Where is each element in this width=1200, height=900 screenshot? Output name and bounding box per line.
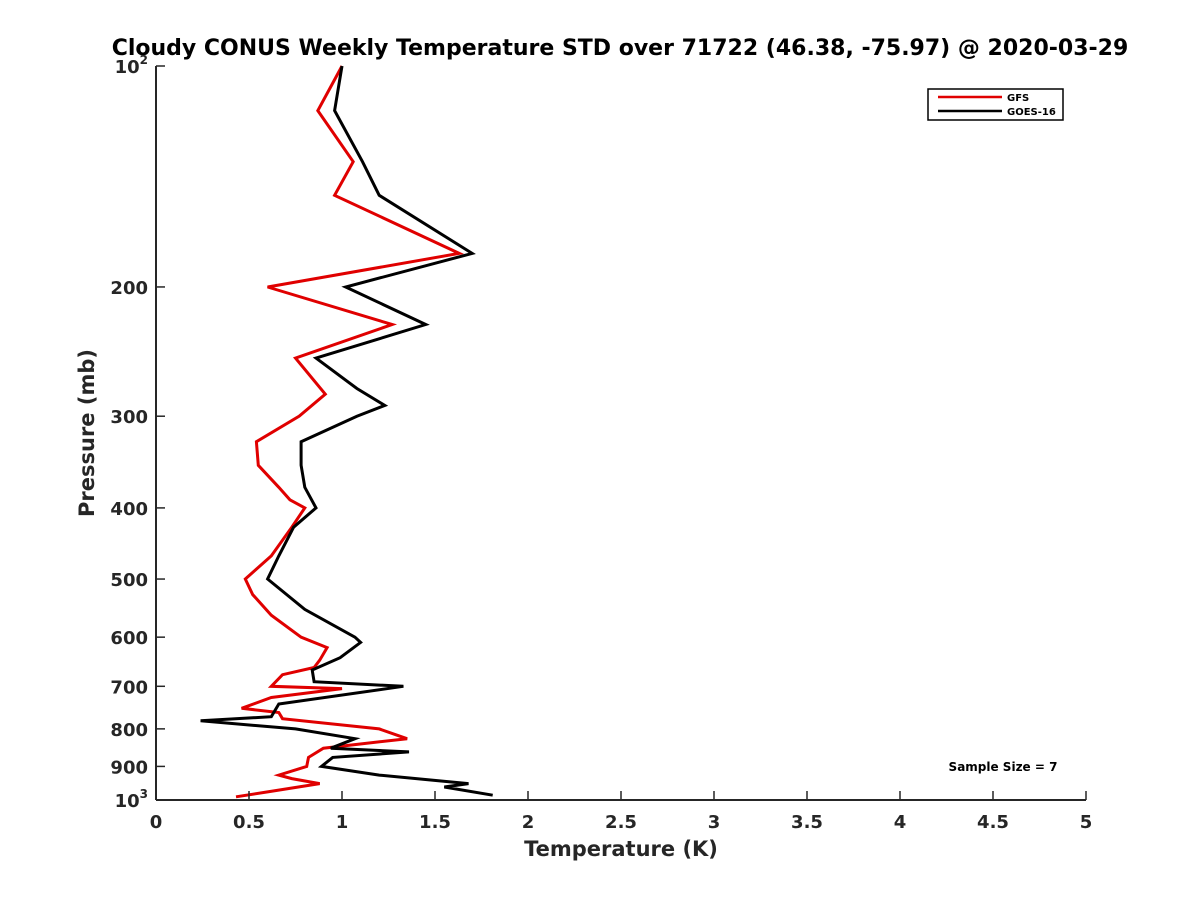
- x-ticks: 0 0.5 1 1.5 2 2.5 3 3.5 4 4.5 5: [150, 791, 1093, 833]
- x-tick-label: 1.5: [419, 812, 451, 833]
- y-tick-label: 300: [110, 407, 148, 428]
- legend: GFS GOES-16: [927, 88, 1064, 121]
- x-tick-label: 0.5: [233, 812, 265, 833]
- x-tick-label: 2.5: [605, 812, 637, 833]
- chart-title: Cloudy CONUS Weekly Temperature STD over…: [112, 36, 1129, 61]
- series-group: [200, 65, 493, 799]
- x-tick-label: 0: [150, 812, 163, 833]
- x-tick-label: 5: [1080, 812, 1093, 833]
- y-tick-label: 500: [110, 570, 148, 591]
- y-tick-label: 200: [110, 278, 148, 299]
- x-tick-label: 1: [336, 812, 349, 833]
- y-tick-label: 600: [110, 628, 148, 649]
- x-tick-label: 2: [522, 812, 535, 833]
- sample-size-annotation: Sample Size = 7: [949, 760, 1058, 774]
- x-tick-label: 3.5: [791, 812, 823, 833]
- y-tick-label: 103: [115, 787, 148, 812]
- y-tick-label: 700: [110, 677, 148, 698]
- legend-label-goes16: GOES-16: [1007, 107, 1056, 118]
- x-tick-label: 4: [894, 812, 907, 833]
- y-axis-label: Pressure (mb): [75, 349, 99, 517]
- legend-box: [927, 88, 1064, 121]
- series-line-goes16: [200, 65, 493, 797]
- y-tick-label: 800: [110, 720, 148, 741]
- x-axis-label: Temperature (K): [524, 837, 718, 861]
- y-tick-label: 900: [110, 757, 148, 778]
- x-tick-label: 4.5: [977, 812, 1009, 833]
- series-line-gfs: [235, 65, 465, 799]
- x-tick-label: 3: [708, 812, 721, 833]
- legend-label-gfs: GFS: [1007, 93, 1029, 104]
- y-tick-label: 400: [110, 499, 148, 520]
